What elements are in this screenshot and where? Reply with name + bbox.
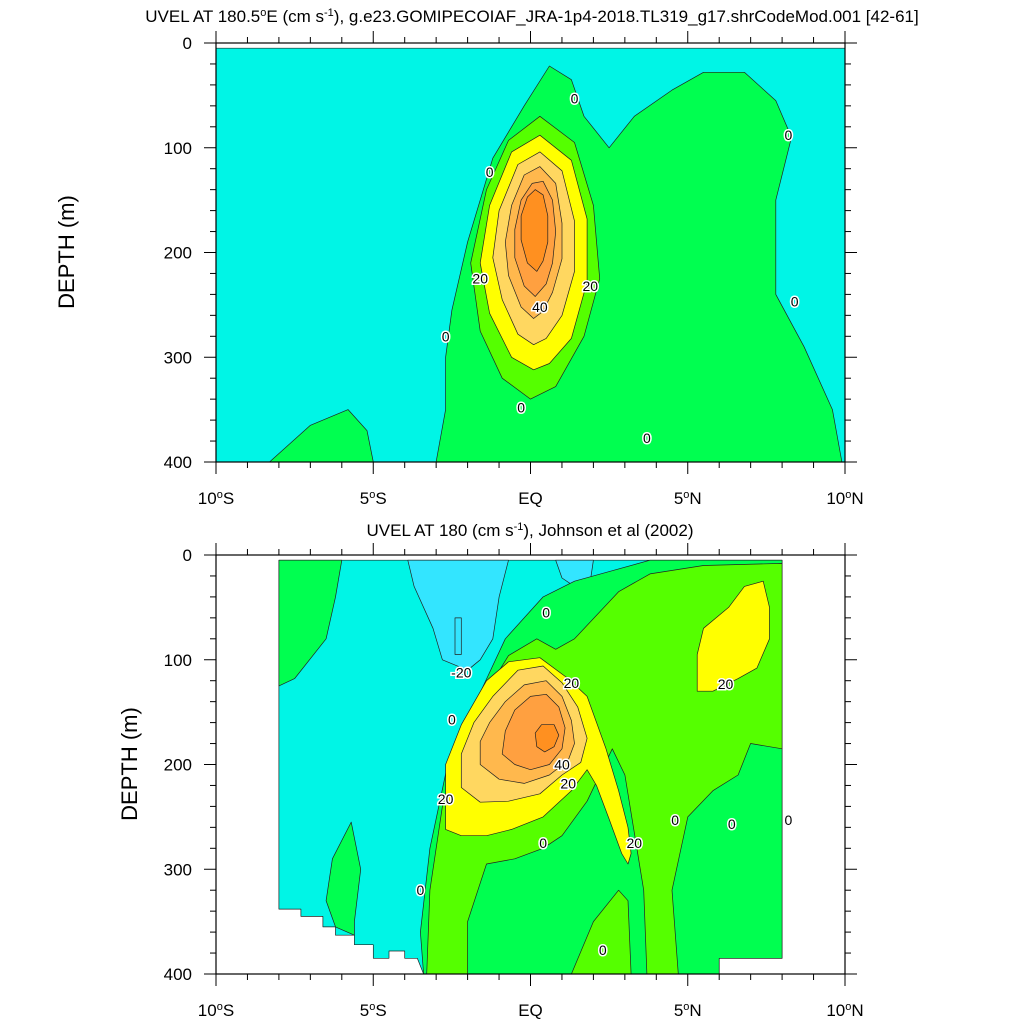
contour-label-12: 20 bbox=[627, 835, 643, 851]
x-tick-label-4: 10oN bbox=[826, 489, 863, 508]
contour-label-5: 0 bbox=[517, 400, 525, 416]
contour-label-5: 40 bbox=[554, 757, 570, 773]
contour-label-4: 0 bbox=[791, 294, 799, 310]
contour-region-0-4 bbox=[278, 559, 343, 687]
panel-observed: UVEL AT 180 (cm s-1), Johnson et al (200… bbox=[117, 521, 864, 1020]
contour-region-20-10 bbox=[696, 580, 770, 692]
x-tick-label-0: 10oS bbox=[198, 489, 234, 508]
contour-label-6: 20 bbox=[560, 775, 576, 791]
contour-label-0: 0 bbox=[571, 91, 579, 107]
x-tick-label-0: 10oS bbox=[198, 1001, 234, 1020]
contour-label-7: 20 bbox=[438, 791, 454, 807]
contour-label-9: 40 bbox=[532, 299, 548, 315]
y-tick-label-4: 400 bbox=[164, 965, 192, 984]
y-tick-label-3: 300 bbox=[164, 860, 192, 879]
contour-label-2: 20 bbox=[564, 675, 580, 691]
panel-observed-contour-labels: 0 -20 20 20 0 40 20 20 0 0 0 0 20 0 0 bbox=[415, 603, 794, 959]
panel-model-field bbox=[215, 47, 846, 463]
panel-observed-title: UVEL AT 180 (cm s-1), Johnson et al (200… bbox=[367, 521, 694, 540]
x-tick-label-3: 5oN bbox=[674, 489, 702, 508]
panel-model-contour-labels: 0 0 0 0 0 0 0 20 20 40 bbox=[440, 89, 800, 447]
contour-region-60-14 bbox=[534, 724, 560, 753]
panel-model-title: UVEL AT 180.5oE (cm s-1), g.e23.GOMIPECO… bbox=[145, 7, 918, 26]
contour-label-7: 20 bbox=[472, 271, 488, 287]
contour-label-3: 20 bbox=[718, 676, 734, 692]
contour-region-50-13 bbox=[501, 693, 566, 771]
x-tick-label-1: 5oS bbox=[360, 489, 387, 508]
contour-label-14: 0 bbox=[599, 942, 607, 958]
y-tick-label-3: 300 bbox=[164, 348, 192, 367]
y-tick-label-1: 100 bbox=[164, 651, 192, 670]
contour-label-10: 0 bbox=[785, 812, 793, 828]
panel-model-ylabel: DEPTH (m) bbox=[54, 195, 79, 309]
contour-label-9: 0 bbox=[728, 816, 736, 832]
panel-observed-ylabel: DEPTH (m) bbox=[117, 707, 142, 821]
y-tick-label-0: 0 bbox=[183, 546, 192, 565]
contour-label-11: 0 bbox=[539, 835, 547, 851]
contour-region-neg20-3 bbox=[454, 617, 462, 655]
contour-label-1: -20 bbox=[451, 664, 471, 680]
y-tick-label-2: 200 bbox=[164, 244, 192, 263]
contour-label-2: 0 bbox=[785, 127, 793, 143]
contour-label-13: 0 bbox=[417, 882, 425, 898]
contour-label-3: 0 bbox=[442, 328, 450, 344]
y-tick-label-2: 200 bbox=[164, 756, 192, 775]
contour-label-0: 0 bbox=[542, 605, 550, 621]
contour-label-8: 0 bbox=[671, 812, 679, 828]
x-tick-label-2: EQ bbox=[518, 1001, 543, 1020]
x-tick-label-1: 5oS bbox=[360, 1001, 387, 1020]
y-tick-label-4: 400 bbox=[164, 453, 192, 472]
panel-observed-field bbox=[278, 559, 783, 975]
contour-region-neg20-1 bbox=[407, 559, 509, 671]
contour-label-6: 0 bbox=[643, 430, 651, 446]
x-tick-label-2: EQ bbox=[518, 489, 543, 508]
y-tick-label-1: 100 bbox=[164, 139, 192, 158]
x-tick-label-3: 5oN bbox=[674, 1001, 702, 1020]
contour-region-60-8 bbox=[520, 189, 549, 272]
x-tick-label-4: 10oN bbox=[826, 1001, 863, 1020]
panel-model: UVEL AT 180.5oE (cm s-1), g.e23.GOMIPECO… bbox=[54, 7, 919, 508]
contour-label-4: 0 bbox=[448, 712, 456, 728]
contour-label-8: 20 bbox=[583, 278, 599, 294]
contour-region-0-5 bbox=[325, 821, 362, 936]
contour-label-1: 0 bbox=[486, 164, 494, 180]
y-tick-label-0: 0 bbox=[183, 34, 192, 53]
